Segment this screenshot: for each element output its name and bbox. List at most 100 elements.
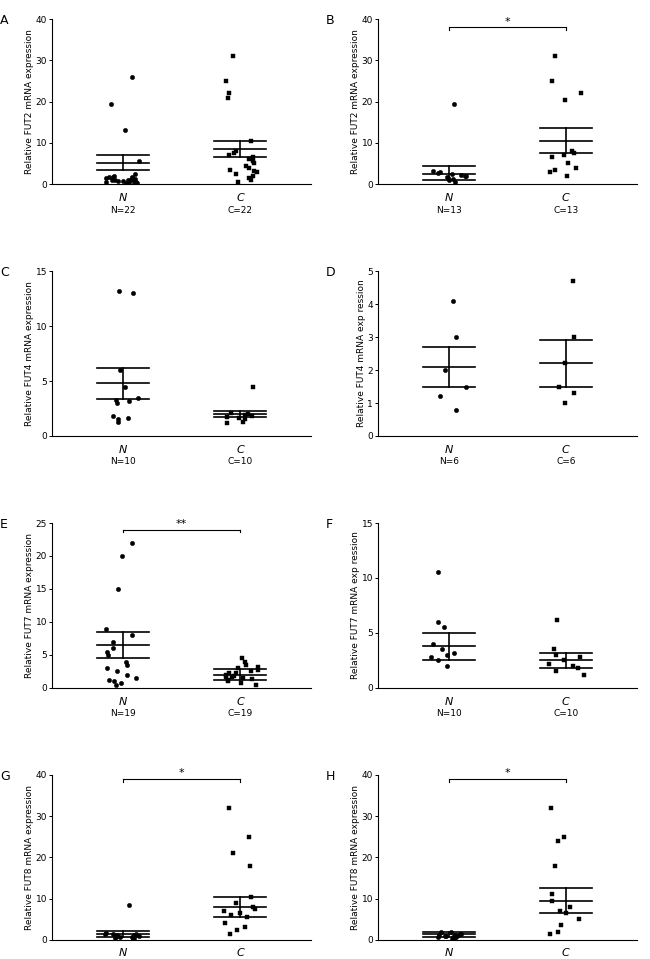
Text: N=22: N=22 (110, 205, 135, 215)
Point (440, 363, 450, 378)
Point (244, 152, 254, 167)
Point (240, 408, 250, 423)
Point (133, 928, 144, 944)
Point (237, 650, 247, 666)
Point (449, 930, 460, 946)
Point (101, 925, 112, 941)
Point (550, 858, 560, 874)
Point (545, 800, 556, 815)
Point (122, 667, 133, 683)
Point (220, 916, 230, 931)
Point (569, 329, 579, 344)
Point (102, 661, 112, 676)
Point (108, 634, 118, 649)
Point (227, 846, 238, 861)
Point (231, 922, 242, 937)
Point (439, 620, 449, 635)
Point (115, 929, 125, 945)
Point (246, 889, 257, 904)
Point (109, 169, 119, 184)
Point (561, 905, 571, 921)
Point (578, 667, 589, 683)
Point (233, 410, 244, 426)
Point (252, 164, 263, 179)
Text: $\it{C}$: $\it{C}$ (562, 191, 571, 202)
Point (426, 649, 437, 665)
Point (118, 174, 129, 189)
Point (129, 175, 139, 190)
Y-axis label: Relative FUT8 mRNA expression: Relative FUT8 mRNA expression (25, 784, 34, 930)
Point (122, 410, 133, 426)
Point (253, 659, 263, 674)
Point (120, 175, 131, 191)
Text: $\it{C}$: $\it{C}$ (562, 443, 571, 455)
Point (113, 174, 124, 189)
Point (112, 395, 122, 410)
Text: *: * (504, 16, 510, 27)
Point (111, 928, 122, 944)
Point (249, 155, 259, 171)
Text: C=13: C=13 (554, 205, 579, 215)
Point (441, 658, 452, 673)
Point (128, 931, 138, 947)
Point (456, 926, 466, 942)
Point (126, 170, 136, 185)
Text: G: G (0, 770, 10, 783)
Point (129, 927, 139, 943)
Point (450, 175, 460, 190)
Text: D: D (326, 267, 336, 279)
Point (225, 926, 235, 942)
Point (428, 163, 439, 178)
Text: *: * (179, 768, 185, 778)
Text: N=6: N=6 (439, 457, 459, 466)
Point (574, 912, 584, 927)
Point (123, 173, 133, 188)
Point (109, 173, 120, 188)
Point (240, 920, 250, 935)
Point (128, 286, 138, 301)
Point (226, 907, 236, 923)
Point (233, 175, 243, 190)
Text: $\it{C}$: $\it{C}$ (562, 947, 571, 958)
Point (226, 669, 237, 685)
Point (244, 830, 254, 845)
Text: C=10: C=10 (554, 710, 579, 718)
Point (231, 166, 241, 181)
Point (225, 162, 235, 177)
Point (127, 535, 137, 550)
Point (131, 175, 142, 191)
Point (241, 158, 252, 174)
Point (242, 909, 252, 924)
Point (244, 160, 254, 175)
Point (247, 671, 257, 687)
Point (127, 627, 138, 643)
Text: C=6: C=6 (556, 457, 576, 466)
Point (461, 379, 471, 394)
Point (452, 928, 462, 944)
Point (111, 928, 121, 944)
Point (223, 673, 233, 689)
Point (549, 642, 559, 657)
Text: $\it{N}$: $\it{N}$ (443, 694, 454, 707)
Point (107, 173, 117, 188)
Point (248, 150, 259, 165)
Point (224, 665, 234, 680)
Point (122, 657, 133, 672)
Point (451, 329, 462, 344)
Point (111, 927, 122, 943)
Point (127, 172, 138, 187)
Point (231, 666, 241, 681)
Point (108, 409, 118, 424)
Point (246, 409, 257, 424)
Point (567, 144, 578, 159)
Point (250, 901, 260, 917)
Text: C=19: C=19 (227, 710, 253, 718)
Point (106, 96, 116, 111)
Text: $\it{N}$: $\it{N}$ (443, 191, 454, 202)
Text: B: B (326, 14, 335, 27)
Point (428, 636, 438, 651)
Point (116, 549, 127, 564)
Point (244, 170, 254, 185)
Point (246, 133, 256, 149)
Point (456, 167, 466, 182)
